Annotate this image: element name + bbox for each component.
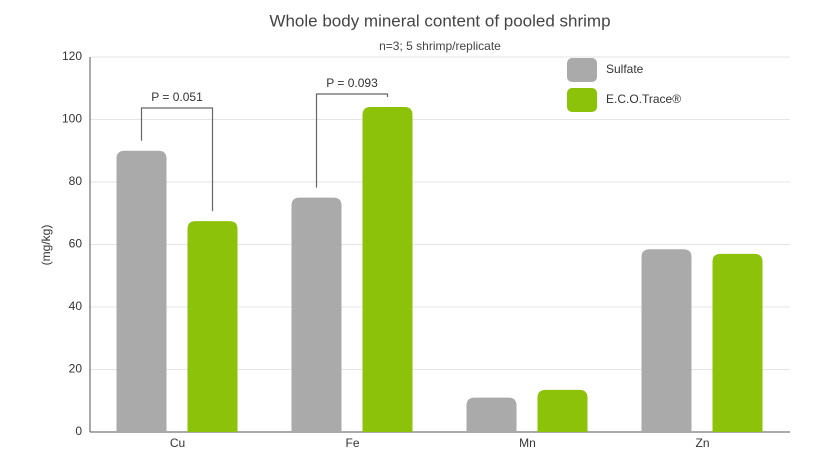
chart-title: Whole body mineral content of pooled shr… [269, 11, 610, 30]
y-axis-label: (mg/kg) [39, 225, 53, 266]
chart-subtitle: n=3; 5 shrimp/replicate [379, 39, 501, 53]
p-value-label: P = 0.093 [326, 76, 378, 90]
y-tick-label: 20 [69, 362, 83, 376]
legend-label: Sulfate [606, 62, 644, 76]
legend-marker [567, 58, 597, 82]
y-tick-label: 80 [69, 174, 83, 188]
bar [712, 253, 763, 432]
legend-label: E.C.O.Trace® [606, 92, 681, 106]
x-tick-label: Cu [170, 436, 185, 450]
bar [291, 197, 342, 432]
bar [466, 397, 517, 432]
bar [116, 150, 167, 432]
y-tick-label: 120 [62, 49, 82, 63]
x-tick-label: Fe [345, 436, 359, 450]
p-value-label: P = 0.051 [151, 90, 203, 104]
x-tick-label: Mn [519, 436, 536, 450]
y-tick-label: 100 [62, 112, 82, 126]
legend-marker [567, 88, 597, 112]
y-tick-label: 40 [69, 299, 83, 313]
significance-bracket [315, 93, 389, 188]
x-tick-label: Zn [695, 436, 709, 450]
y-tick-label: 0 [75, 424, 82, 438]
bar [362, 107, 413, 432]
bar [641, 249, 692, 432]
bar [537, 389, 588, 432]
y-tick-label: 60 [69, 237, 83, 251]
significance-bracket [140, 107, 214, 212]
bar [187, 221, 238, 432]
